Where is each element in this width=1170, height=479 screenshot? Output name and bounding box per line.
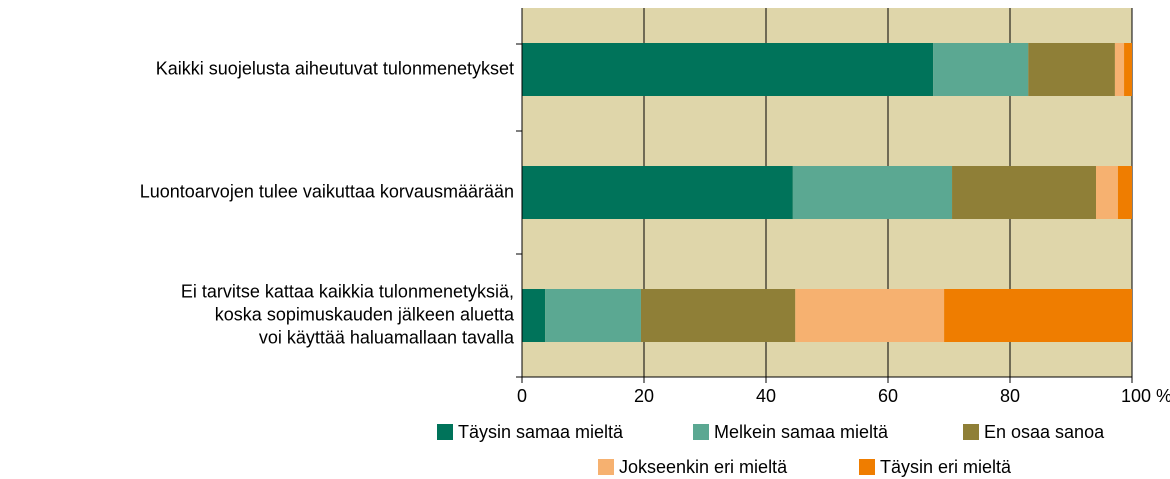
bar-segment: [952, 166, 1097, 219]
bar-segment: [792, 166, 953, 219]
x-tick-label: 80: [1000, 386, 1020, 406]
category-label-line: Ei tarvitse kattaa kaikkia tulonmenetyks…: [181, 281, 514, 301]
legend-label: Melkein samaa mieltä: [714, 422, 889, 442]
bar-segment: [1114, 43, 1125, 96]
bar-segment: [944, 289, 1132, 342]
category-label-line: Luontoarvojen tulee vaikuttaa korvausmää…: [140, 181, 514, 201]
bar-segment: [933, 43, 1029, 96]
legend-label: En osaa sanoa: [984, 422, 1105, 442]
legend-swatch: [859, 459, 875, 475]
legend-label: Täysin eri mieltä: [880, 457, 1012, 477]
legend-swatch: [598, 459, 614, 475]
x-tick-label: 60: [878, 386, 898, 406]
legend-swatch: [963, 424, 979, 440]
legend-swatch: [693, 424, 709, 440]
category-label-line: Kaikki suojelusta aiheutuvat tulonmenety…: [156, 58, 514, 78]
x-tick-label: 40: [756, 386, 776, 406]
bar-segment: [640, 289, 796, 342]
x-tick-label: 100 %: [1121, 386, 1170, 406]
category-label: Ei tarvitse kattaa kaikkia tulonmenetyks…: [181, 281, 515, 347]
bar-segment: [1124, 43, 1132, 96]
bar-segment: [522, 289, 546, 342]
category-label: Kaikki suojelusta aiheutuvat tulonmenety…: [156, 58, 514, 78]
legend-label: Täysin samaa mieltä: [458, 422, 624, 442]
x-tick-label: 0: [517, 386, 527, 406]
bar-segment: [1117, 166, 1132, 219]
legend-label: Jokseenkin eri mieltä: [619, 457, 788, 477]
category-label: Luontoarvojen tulee vaikuttaa korvausmää…: [140, 181, 514, 201]
bar-segment: [522, 166, 793, 219]
category-label-line: koska sopimuskauden jälkeen aluetta: [215, 304, 515, 324]
legend-swatch: [437, 424, 453, 440]
bar-segment: [1028, 43, 1115, 96]
x-tick-label: 20: [634, 386, 654, 406]
bar-segment: [795, 289, 945, 342]
category-label-line: voi käyttää haluamallaan tavalla: [259, 327, 515, 347]
bar-segment: [1096, 166, 1118, 219]
bar-segment: [522, 43, 934, 96]
bar-segment: [545, 289, 641, 342]
